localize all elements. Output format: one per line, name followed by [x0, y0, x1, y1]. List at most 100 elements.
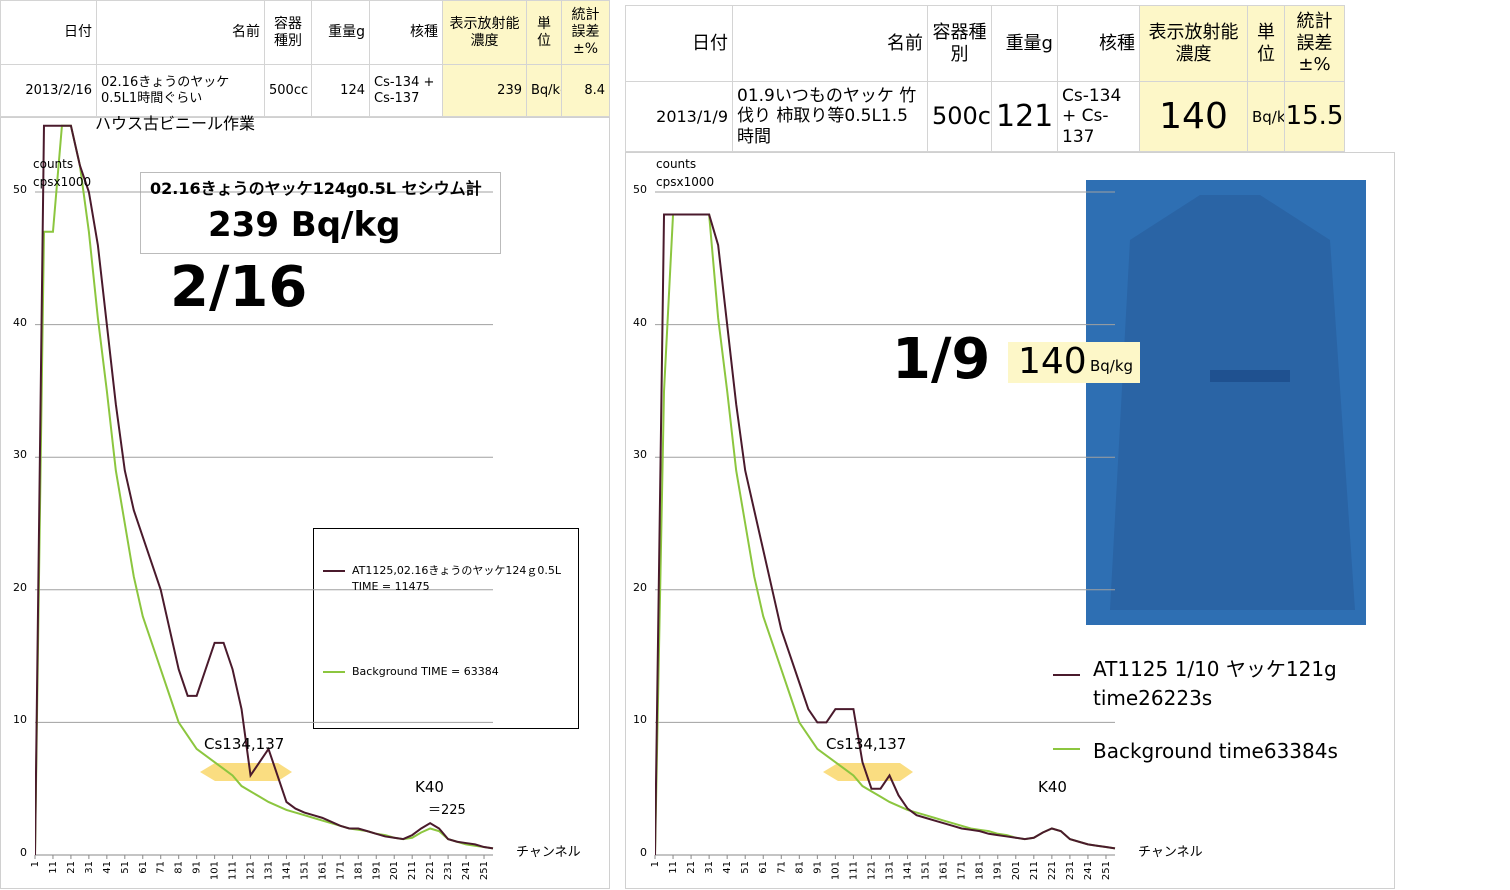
- annotation: Bq/kg: [1090, 357, 1134, 375]
- table-cell: 140: [1140, 82, 1248, 152]
- annotation: K40: [415, 778, 444, 796]
- table-cell: 121: [992, 82, 1058, 152]
- x-axis-label: チャンネル: [1138, 845, 1203, 860]
- x-tick-label: 61: [758, 861, 769, 874]
- x-tick-label: 211: [407, 861, 418, 880]
- x-tick-label: 41: [722, 861, 733, 874]
- x-axis-label: チャンネル: [516, 845, 581, 860]
- y-tick-label: 40: [13, 315, 27, 329]
- jacket-shape: [1110, 195, 1355, 610]
- annotation: 239 Bq/kg: [208, 205, 401, 245]
- table-header: 表示放射能濃度: [443, 0, 527, 65]
- table-header: 容器種別: [265, 0, 312, 65]
- x-tick-label: 181: [975, 861, 986, 880]
- y-tick-label: 10: [633, 713, 647, 727]
- x-tick-label: 161: [939, 861, 950, 880]
- table-header: 核種: [1058, 5, 1140, 82]
- y-tick-label: 30: [633, 448, 647, 462]
- table-header: 名前: [733, 5, 928, 82]
- x-tick-label: 231: [1065, 861, 1076, 880]
- x-tick-label: 1: [650, 861, 661, 867]
- table-header: 表示放射能濃度: [1140, 5, 1248, 82]
- x-tick-label: 11: [668, 861, 679, 874]
- x-tick-label: 171: [957, 861, 968, 880]
- x-tick-label: 81: [794, 861, 805, 874]
- x-tick-label: 121: [246, 861, 257, 880]
- x-tick-label: 251: [479, 861, 490, 880]
- x-tick-label: 101: [210, 861, 221, 880]
- x-tick-label: 91: [812, 861, 823, 874]
- x-tick-label: 41: [102, 861, 113, 874]
- series-line: [35, 124, 494, 856]
- y-tick-label: 0: [640, 846, 647, 859]
- x-tick-label: 181: [353, 861, 364, 880]
- table-cell: Bq/kg: [527, 65, 562, 117]
- x-tick-label: 191: [993, 861, 1004, 880]
- annotation: K40: [1038, 778, 1067, 796]
- y-tick-label: 20: [13, 580, 27, 594]
- x-tick-label: 141: [903, 861, 914, 880]
- table-header: 単位: [527, 0, 562, 65]
- table-header: 重量g: [992, 5, 1058, 82]
- table-cell: Bq/kg: [1248, 82, 1285, 152]
- table-header: 統計誤差±%: [1285, 5, 1345, 82]
- table-header: 容器種別: [928, 5, 992, 82]
- table-cell: 500cc: [265, 65, 312, 117]
- table-cell: 01.9いつものヤッケ 竹伐り 柿取り等0.5L1.5時間: [733, 82, 928, 152]
- x-tick-label: 221: [1047, 861, 1058, 880]
- x-tick-label: 211: [1029, 861, 1040, 880]
- annotation: 140: [1018, 341, 1087, 382]
- annotation: 1/9: [892, 327, 991, 392]
- chart-title: 02.16きょうのヤッケ124g0.5L セシウム計: [150, 179, 482, 198]
- annotation: Cs134,137: [204, 735, 285, 753]
- x-tick-label: 121: [866, 861, 877, 880]
- table-cell: 2013/2/16: [0, 65, 97, 117]
- table-header: 単位: [1248, 5, 1285, 82]
- legend-label: Background TIME = 63384: [352, 665, 499, 678]
- x-tick-label: 171: [335, 861, 346, 880]
- x-tick-label: 131: [885, 861, 896, 880]
- y-axis-label: counts: [33, 157, 74, 171]
- series-line: [655, 213, 1116, 856]
- x-tick-label: 151: [299, 861, 310, 880]
- x-tick-label: 191: [371, 861, 382, 880]
- table-cell: Cs-134 + Cs-137: [1058, 82, 1140, 152]
- legend-box: [313, 528, 579, 729]
- x-tick-label: 51: [120, 861, 131, 874]
- x-tick-label: 81: [174, 861, 185, 874]
- x-tick-label: 131: [263, 861, 274, 880]
- y-tick-label: 10: [13, 713, 27, 727]
- table-cell: 500cc: [928, 82, 992, 152]
- x-tick-label: 1: [30, 861, 41, 867]
- annotation: Cs134,137: [826, 735, 907, 753]
- y-tick-label: 50: [13, 183, 27, 196]
- x-tick-label: 151: [921, 861, 932, 880]
- table-cell: 02.16きょうのヤッケ0.5L1時間ぐらい: [97, 65, 265, 117]
- x-tick-label: 231: [443, 861, 454, 880]
- table-header: 重量g: [312, 0, 370, 65]
- x-tick-label: 241: [461, 861, 472, 880]
- x-tick-label: 51: [740, 861, 751, 874]
- table-cell: 239: [443, 65, 527, 117]
- y-tick-label: 30: [13, 448, 27, 462]
- x-tick-label: 31: [84, 861, 95, 874]
- x-tick-label: 71: [776, 861, 787, 874]
- table-header: 核種: [370, 0, 443, 65]
- table-cell: 2013/1/9: [625, 82, 733, 152]
- legend-label: Background time63384s: [1093, 739, 1338, 763]
- x-tick-label: 111: [848, 861, 859, 880]
- y-tick-label: 0: [20, 846, 27, 859]
- jacket-pocket: [1210, 370, 1290, 382]
- y-axis-label: counts: [656, 157, 697, 171]
- value-highlight: [1008, 342, 1140, 383]
- table-header: 統計誤差±%: [562, 0, 610, 65]
- x-tick-label: 21: [66, 861, 77, 874]
- table-header: 日付: [0, 0, 97, 65]
- annotation: 2/16: [170, 255, 308, 320]
- table-header: 名前: [97, 0, 265, 65]
- series-line: [35, 124, 494, 856]
- x-tick-label: 111: [228, 861, 239, 880]
- x-tick-label: 71: [156, 861, 167, 874]
- y-tick-label: 40: [633, 315, 647, 329]
